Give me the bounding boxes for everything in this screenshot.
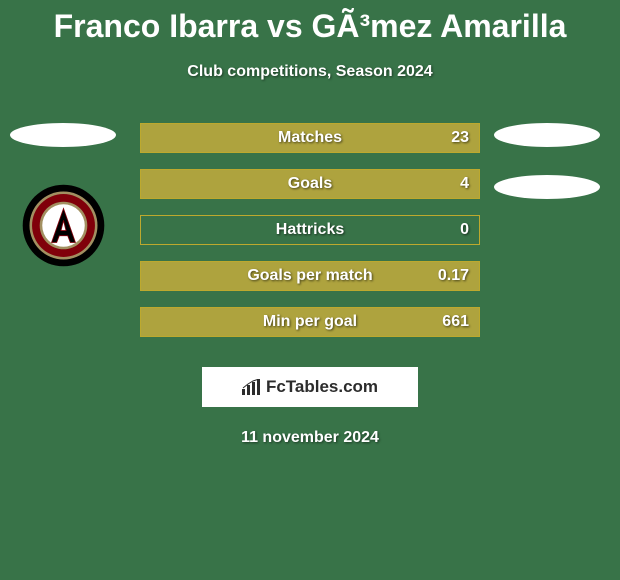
player-right-column [492, 123, 602, 227]
stat-value: 0.17 [438, 267, 469, 285]
date-label: 11 november 2024 [0, 429, 620, 447]
stat-row: Min per goal 661 [140, 307, 480, 337]
player-left-column [8, 123, 118, 268]
stat-value: 4 [460, 175, 469, 193]
player-right-oval-2 [494, 175, 600, 199]
stat-label: Min per goal [263, 313, 357, 331]
player-right-oval-1 [494, 123, 600, 147]
player-left-oval [10, 123, 116, 147]
brand-text: FcTables.com [266, 377, 378, 397]
stat-label: Goals [288, 175, 332, 193]
comparison-panel: Matches 23 Goals 4 Hattricks 0 Goals per… [0, 123, 620, 337]
stat-value: 0 [460, 221, 469, 239]
club-crest-icon [21, 183, 106, 268]
stat-row: Goals per match 0.17 [140, 261, 480, 291]
stat-row: Hattricks 0 [140, 215, 480, 245]
page-title: Franco Ibarra vs GÃ³mez Amarilla [0, 0, 620, 45]
brand-box[interactable]: FcTables.com [202, 367, 418, 407]
subtitle: Club competitions, Season 2024 [0, 63, 620, 81]
stat-label: Hattricks [276, 221, 344, 239]
stat-row: Goals 4 [140, 169, 480, 199]
brand-label: FcTables.com [242, 377, 378, 397]
chart-icon [242, 379, 262, 395]
stats-list: Matches 23 Goals 4 Hattricks 0 Goals per… [140, 123, 480, 337]
stat-label: Matches [278, 129, 342, 147]
stat-label: Goals per match [247, 267, 372, 285]
stat-value: 23 [451, 129, 469, 147]
stat-row: Matches 23 [140, 123, 480, 153]
stat-value: 661 [442, 313, 469, 331]
